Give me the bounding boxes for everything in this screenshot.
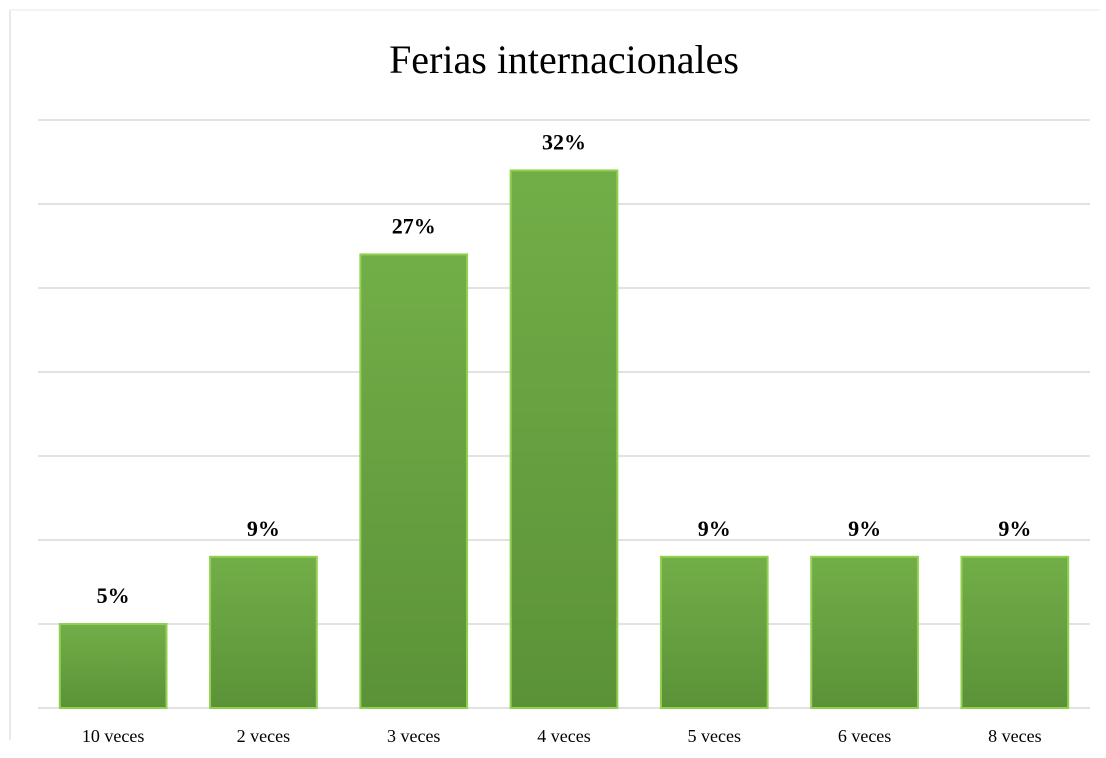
data-label: 9% (848, 516, 881, 541)
data-label: 32% (542, 129, 586, 154)
chart-title: Ferias internacionales (389, 37, 739, 82)
data-label: 9% (698, 516, 731, 541)
x-tick-label: 2 veces (237, 726, 290, 746)
x-tick-label: 8 veces (988, 726, 1041, 746)
x-tick-label: 3 veces (387, 726, 440, 746)
bar (209, 555, 318, 709)
x-tick-label: 4 veces (537, 726, 590, 746)
bar (359, 253, 469, 709)
bar (659, 555, 769, 709)
bar (960, 555, 1070, 709)
x-tick-label: 10 veces (82, 726, 144, 746)
x-tick-label: 6 veces (838, 726, 891, 746)
data-label: 5% (97, 583, 130, 608)
data-label: 9% (998, 516, 1031, 541)
bar (509, 169, 619, 709)
data-label: 9% (247, 516, 280, 541)
x-tick-label: 5 veces (688, 726, 741, 746)
bar (58, 623, 168, 709)
bar (810, 555, 919, 709)
data-label: 27% (392, 213, 436, 238)
